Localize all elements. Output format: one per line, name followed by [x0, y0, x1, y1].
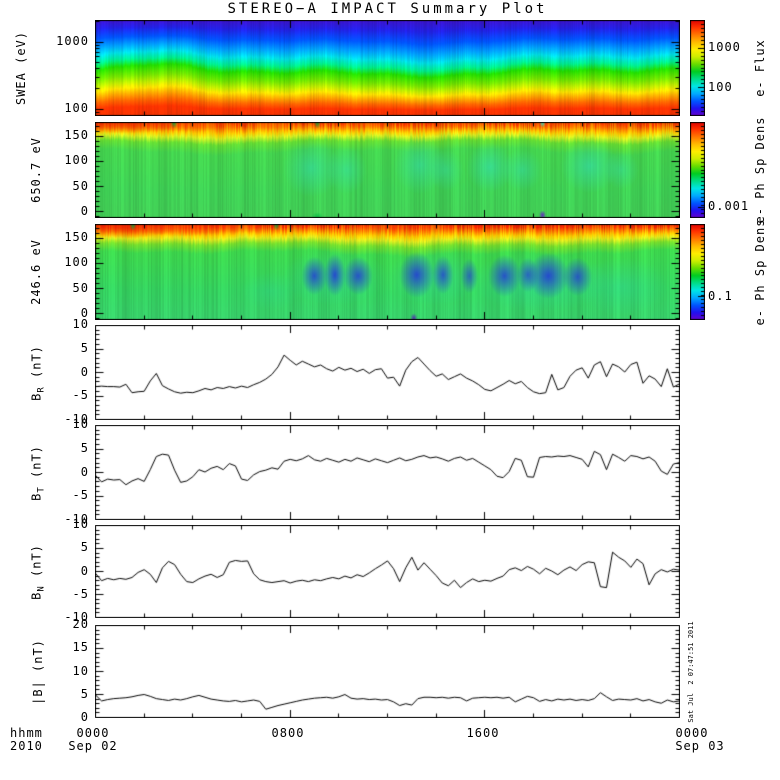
y-tick-label: -10: [64, 512, 89, 526]
y-tick-label: 15: [72, 640, 89, 654]
plot-creation-timestamp: Sat Jul 2 07:47:51 2011: [687, 621, 695, 723]
colorbar-tick-label: 1000: [708, 40, 741, 54]
y-tick-label: 10: [72, 417, 89, 431]
y-tick-label: 100: [64, 101, 89, 115]
colorbar-tick-label: 0.1: [708, 289, 733, 303]
y-tick-label: 0: [80, 564, 89, 578]
colorbar-tick-label: 100: [708, 80, 733, 94]
y-tick-label: -10: [64, 412, 89, 426]
y-tick-label: -5: [72, 488, 89, 502]
y-tick-label: 5: [80, 687, 89, 701]
panel-btot-line-chart: [95, 625, 680, 718]
y-tick-label: 20: [72, 617, 89, 631]
y-tick-label: 5: [80, 540, 89, 554]
colorbar-tick-label: 0.001: [708, 199, 750, 213]
panel-bn-line-chart: [95, 525, 680, 618]
y-tick-label: 50: [72, 179, 89, 193]
panel-swea-spectrogram: [95, 20, 680, 116]
y-tick-label: 5: [80, 341, 89, 355]
x-tick-date-label: Sep 03: [675, 739, 725, 753]
x-tick-date-label: Sep 02: [68, 739, 118, 753]
x-tick-label: 0000: [76, 726, 110, 740]
y-tick-label: -5: [72, 388, 89, 402]
y-tick-label: 5: [80, 441, 89, 455]
y-tick-label: 0: [80, 306, 89, 320]
y-tick-label: 100: [64, 153, 89, 167]
plot-title: STEREO−A IMPACT Summary Plot: [227, 1, 548, 17]
colorbar-pad650: [690, 122, 705, 218]
x-tick-label: 1600: [466, 726, 500, 740]
x-tick-label: 0800: [271, 726, 305, 740]
y-tick-label: 0: [80, 365, 89, 379]
colorbar-title-pad650: e- Ph Sp Dens: [753, 116, 767, 224]
y-tick-label: 10: [72, 664, 89, 678]
colorbar-swea: [690, 20, 705, 116]
colorbar-pad246: [690, 224, 705, 320]
y-tick-label: 100: [64, 255, 89, 269]
y-tick-label: -10: [64, 610, 89, 624]
y-tick-label: 0: [80, 465, 89, 479]
y-tick-label: 10: [72, 317, 89, 331]
y-tick-label: 0: [80, 204, 89, 218]
colorbar-title-pad246: e- Ph Sp Dens: [753, 218, 767, 326]
y-tick-label: 50: [72, 281, 89, 295]
colorbar-title-swea: e- Flux: [753, 39, 767, 97]
panel-bt-line-chart: [95, 425, 680, 520]
y-tick-label: 1000: [56, 34, 89, 48]
y-tick-label: 0: [80, 710, 89, 724]
y-tick-label: 150: [64, 230, 89, 244]
y-tick-label: 150: [64, 128, 89, 142]
x-axis-year-label: 2010: [10, 739, 43, 753]
panel-br-line-chart: [95, 325, 680, 420]
panel-pad650-spectrogram: [95, 122, 680, 218]
y-tick-label: 10: [72, 517, 89, 531]
y-tick-label: -5: [72, 587, 89, 601]
x-axis-format-label: hhmm: [10, 726, 43, 740]
panel-pad246-spectrogram: [95, 224, 680, 320]
x-tick-label: 0000: [675, 726, 709, 740]
